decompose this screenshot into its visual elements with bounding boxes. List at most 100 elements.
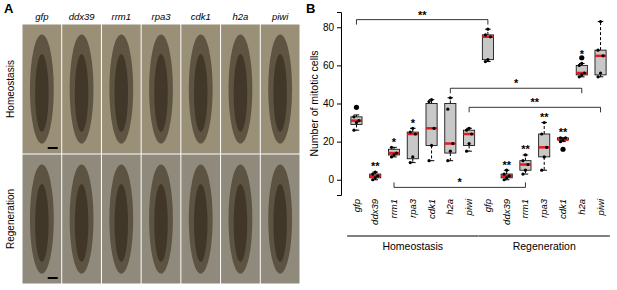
box	[520, 153, 531, 175]
y-tick-label: 0	[328, 174, 334, 185]
micrograph-background	[102, 25, 141, 154]
y-tick: 40	[323, 98, 341, 109]
median	[445, 142, 456, 145]
x-tick: gfp	[350, 197, 361, 212]
planarian	[70, 34, 94, 143]
significance-label: *	[458, 176, 463, 188]
micrograph	[181, 155, 220, 284]
x-tick-label: piwi	[463, 198, 474, 216]
x-tick: h2a	[576, 197, 587, 215]
panel-label: B	[306, 1, 315, 16]
planarian	[268, 164, 292, 273]
point	[352, 129, 355, 132]
planarian	[70, 164, 94, 273]
planarian	[149, 164, 173, 273]
whisker-low	[450, 153, 451, 161]
point	[451, 142, 454, 145]
y-tick-mark	[337, 180, 341, 181]
x-tick-label: h2a	[444, 199, 455, 215]
micrograph-background	[142, 155, 181, 284]
x-tick: ddx39	[501, 197, 512, 225]
whisker-low	[469, 145, 470, 151]
planarian-core	[35, 54, 49, 132]
planarian	[268, 34, 292, 143]
median	[426, 127, 437, 130]
x-tick-label: rrm1	[519, 199, 530, 219]
x-tick-label: piwi	[595, 198, 606, 216]
column-label: ddx39	[69, 11, 96, 22]
x-tick-label: ddx39	[369, 198, 380, 225]
x-axis: gfpddx39rrm1rpa3cdk1h2apiwigfpddx39rrm1r…	[350, 197, 605, 225]
median	[595, 55, 606, 58]
point	[432, 127, 435, 130]
micrograph-background	[181, 25, 220, 154]
significance-label: **	[531, 96, 540, 108]
whisker-low	[412, 159, 413, 163]
micrograph-background	[102, 155, 141, 284]
x-tick: piwi	[463, 197, 474, 216]
point	[486, 28, 489, 31]
significance-label: *	[514, 77, 519, 89]
x-tick: rpa3	[538, 197, 549, 218]
x-tick: rpa3	[407, 197, 418, 218]
point	[352, 115, 355, 118]
whisker-cap-high	[354, 114, 360, 115]
significance-star: **	[540, 111, 549, 123]
column-label: cdk1	[191, 11, 211, 22]
significance-star: *	[580, 48, 585, 60]
y-tick-mark	[337, 104, 341, 105]
x-tick: piwi	[595, 197, 606, 216]
point	[524, 169, 527, 172]
point	[583, 71, 586, 74]
planarian	[30, 34, 54, 143]
planarian	[109, 164, 133, 273]
y-axis-line	[337, 13, 342, 196]
box	[464, 127, 475, 153]
x-tick-label: h2a	[576, 199, 587, 215]
x-tick: ddx39	[369, 197, 380, 225]
x-tick-label: cdk1	[557, 199, 568, 219]
y-tick-mark	[337, 142, 341, 143]
point	[540, 132, 543, 135]
x-tick-label: rpa3	[407, 198, 418, 218]
micrograph	[102, 155, 141, 284]
significance-star: **	[559, 126, 568, 138]
micrograph-background	[221, 155, 260, 284]
box-body	[482, 35, 493, 60]
box	[445, 96, 456, 162]
micrograph-background	[181, 155, 220, 284]
micrograph-background	[261, 25, 300, 154]
micrograph-background	[62, 155, 101, 284]
box	[388, 146, 399, 159]
y-tick: 20	[323, 136, 341, 147]
median	[464, 133, 475, 136]
micrograph-background	[221, 25, 260, 154]
planarian	[149, 34, 173, 143]
point	[521, 159, 524, 162]
point	[599, 71, 602, 74]
point	[489, 35, 492, 38]
column-label: rpa3	[151, 11, 171, 22]
y-tick: 60	[323, 60, 341, 71]
significance-star: **	[371, 160, 380, 172]
point	[470, 132, 473, 135]
median	[557, 138, 568, 141]
box	[501, 169, 512, 182]
planarian	[229, 164, 253, 273]
box-body	[407, 132, 418, 159]
point	[580, 62, 583, 65]
planarian-core	[194, 184, 208, 262]
planarian-core	[115, 54, 129, 132]
whisker-low	[356, 124, 357, 130]
point	[409, 130, 412, 133]
micrograph	[102, 25, 141, 154]
micrograph-background	[142, 25, 181, 154]
planarian-core	[75, 54, 89, 132]
y-tick: 80	[323, 22, 341, 33]
micrograph	[142, 25, 181, 154]
whisker-low	[431, 145, 432, 160]
group-label: Regeneration	[513, 240, 576, 252]
y-tick-label: 60	[323, 60, 335, 71]
panel-b: B020406080Number of mitotic cellsgfpddx3…	[306, 1, 610, 252]
point	[521, 172, 524, 175]
